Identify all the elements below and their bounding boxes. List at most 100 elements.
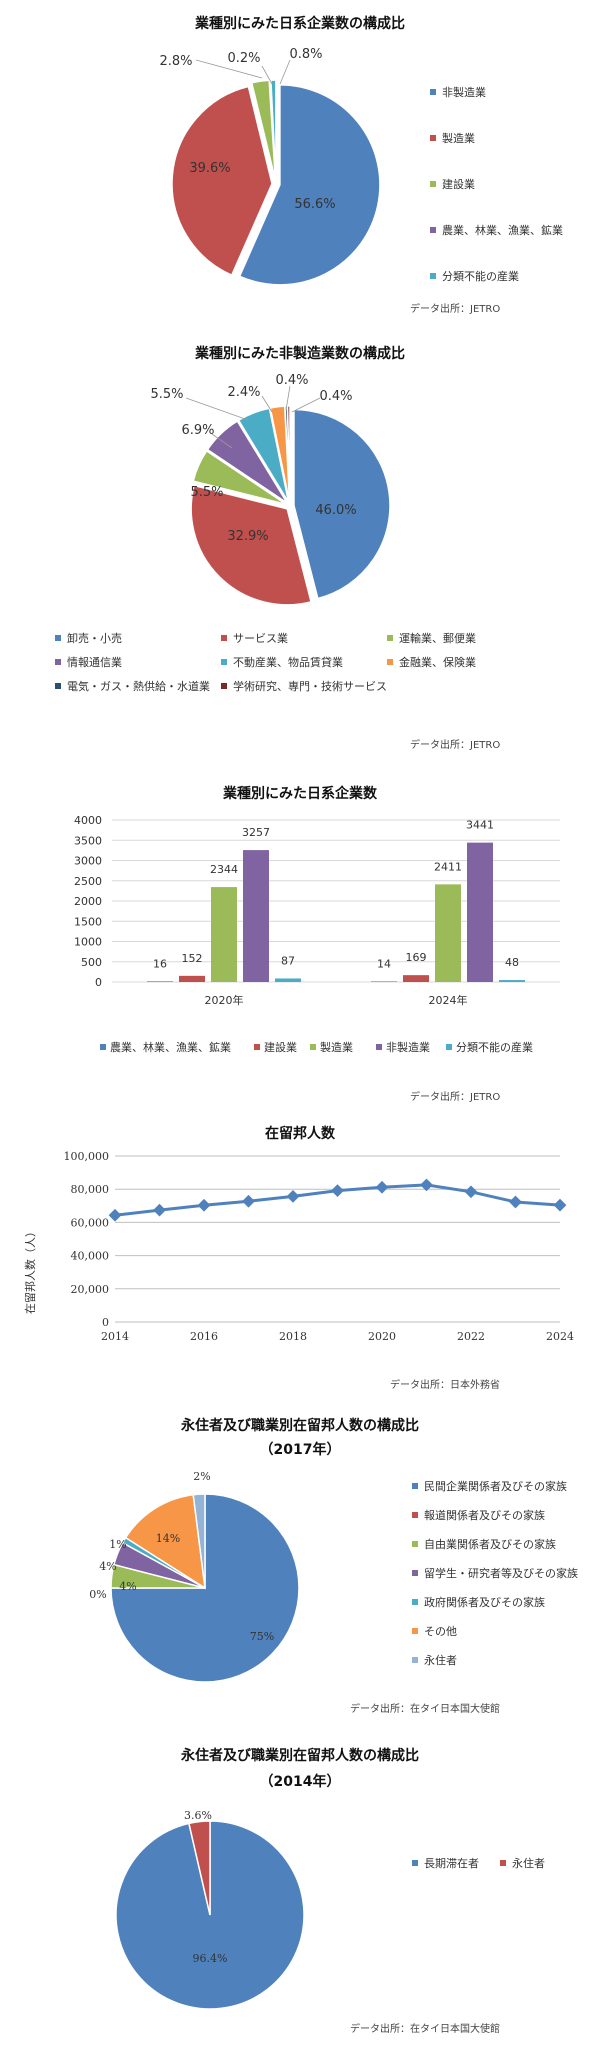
legend-label: 金融業、保険業 (399, 655, 476, 669)
chart5-title: 永住者及び職業別在留邦人数の構成比 (180, 1417, 419, 1434)
legend-label: 電気・ガス・熱供給・水道業 (67, 679, 210, 693)
bar (403, 975, 429, 982)
chart5-subtitle: （2017年） (260, 1441, 341, 1458)
y-tick-label: 1500 (74, 915, 102, 928)
y-tick-label: 20,000 (71, 1283, 110, 1296)
legend-label: 農業、林業、漁業、鉱業 (110, 1040, 231, 1054)
chart4-svg: 在留邦人数 0 20,000 40,000 60,000 80,000 100,000 20… (24, 1125, 574, 1391)
bar (179, 975, 205, 982)
pie-slice (270, 79, 277, 181)
legend-swatch (55, 683, 61, 689)
chart6-subtitle: （2014年） (260, 1773, 341, 1790)
leader-line (211, 433, 233, 449)
legend-swatch (55, 635, 61, 641)
pie-slice (238, 84, 381, 286)
legend-label: 永住者 (512, 1856, 545, 1870)
pie-slice (124, 1493, 206, 1590)
pie-value-label: 2% (193, 1470, 210, 1483)
pie-value-label: 0.8% (289, 47, 322, 62)
x-tick-label: 2022 (457, 1330, 485, 1343)
chart5-panel: 永住者及び職業別在留邦人数の構成比 （2017年） 75% 0% 4% 4% 1% 14%… (0, 1410, 600, 1730)
bar (147, 981, 173, 982)
legend-label: 製造業 (320, 1040, 353, 1054)
pie-value-label: 6.9% (181, 423, 214, 438)
chart4-source: データ出所：日本外務省 (390, 1378, 500, 1391)
bar-value-label: 152 (182, 952, 203, 965)
data-point-marker (420, 1178, 433, 1192)
legend-swatch (254, 1044, 260, 1050)
pie-value-label: 56.6% (294, 197, 335, 212)
chart1-panel: 業種別にみた日系企業数の構成比 56.6% 39.6% 2.8% 0.2% 0.8% 非… (0, 0, 600, 330)
y-tick-label: 40,000 (71, 1250, 110, 1263)
pie-value-label: 4% (99, 1560, 116, 1573)
leader-line (261, 395, 273, 413)
pie-value-label: 1% (109, 1538, 126, 1551)
bar-value-label: 14 (377, 957, 391, 970)
pie-value-label: 0.2% (227, 51, 260, 66)
chart2-title: 業種別にみた非製造業数の構成比 (194, 345, 405, 362)
pie-value-label: 2.8% (159, 54, 192, 69)
pie-value-label: 75% (250, 1630, 274, 1643)
y-tick-label: 60,000 (71, 1216, 110, 1229)
legend-label: 製造業 (442, 131, 475, 145)
legend-label: 留学生・研究者等及びその家族 (424, 1566, 578, 1580)
legend-swatch (430, 135, 436, 141)
bar (275, 978, 301, 982)
legend-label: 政府関係者及びその家族 (424, 1595, 545, 1609)
bar-value-label: 2411 (434, 860, 462, 873)
legend-label: 非製造業 (442, 85, 486, 99)
legend-label: 情報通信業 (67, 656, 122, 669)
pie-slice (110, 1493, 300, 1683)
leader-line (261, 65, 273, 85)
pie-value-label: 46.0% (315, 503, 356, 518)
legend-swatch (412, 1512, 418, 1518)
leader-line (285, 385, 291, 411)
bar-value-label: 2344 (210, 863, 238, 876)
chart3-source: データ出所：JETRO (410, 1090, 500, 1103)
pie-value-label: 96.4% (193, 1952, 228, 1965)
data-point-marker (242, 1194, 255, 1208)
pie-value-label: 5.5% (150, 387, 183, 402)
bar (243, 850, 269, 982)
data-point-marker (331, 1184, 344, 1198)
legend-swatch (376, 1044, 382, 1050)
y-tick-label: 500 (81, 956, 102, 969)
legend-label: 報道関係者及びその家族 (424, 1508, 545, 1522)
legend-label: 建設業 (442, 177, 475, 191)
pie-value-label: 4% (119, 1580, 136, 1593)
legend-label: 分類不能の産業 (456, 1040, 533, 1054)
legend-swatch (412, 1541, 418, 1547)
legend-label: 永住者 (424, 1653, 457, 1667)
pie-slice (190, 484, 312, 606)
chart6-source: データ出所：在タイ日本国大使館 (350, 2022, 500, 2035)
legend-label: 民間企業関係者及びその家族 (424, 1479, 567, 1493)
x-tick-label: 2020 (368, 1330, 396, 1343)
data-point-marker (375, 1180, 389, 1194)
pie-value-label: 5.5% (190, 485, 223, 500)
bar (499, 980, 525, 982)
pie-value-label: 39.6% (189, 161, 230, 176)
data-point-marker (553, 1198, 567, 1212)
legend-swatch (412, 1628, 418, 1634)
leader-line (291, 397, 321, 413)
bar-value-label: 169 (406, 951, 427, 964)
leader-line (279, 59, 291, 85)
chart5-source: データ出所：在タイ日本国大使館 (350, 1702, 500, 1715)
chart4-ylabel: 在留邦人数（人） (24, 1226, 37, 1314)
legend-swatch (430, 273, 436, 279)
legend-swatch (412, 1483, 418, 1489)
legend-swatch (310, 1044, 316, 1050)
legend-swatch (221, 635, 227, 641)
legend-swatch (412, 1570, 418, 1576)
x-category-label: 2024年 (429, 993, 468, 1007)
data-point-marker (509, 1195, 522, 1209)
y-tick-label: 80,000 (71, 1183, 110, 1196)
pie-slice (206, 420, 288, 504)
legend-label: 不動産業、物品賃貸業 (233, 655, 343, 669)
chart6-panel: 永住者及び職業別在留邦人数の構成比 （2014年） 96.4% 3.6% 長期滞在… (0, 1730, 600, 2057)
y-tick-label: 1000 (74, 936, 102, 949)
y-tick-label: 4000 (74, 814, 102, 827)
chart3-title: 業種別にみた日系企業数 (222, 785, 378, 802)
pie-value-label: 14% (156, 1532, 180, 1545)
pie-value-label: 0% (89, 1588, 106, 1601)
